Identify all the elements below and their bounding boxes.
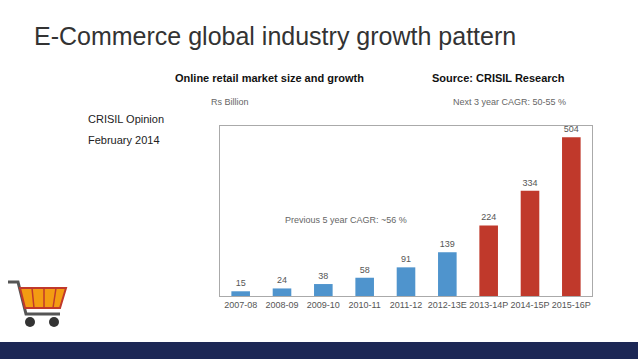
html-text:February 2014: February 2014 <box>88 134 160 146</box>
svg-text:139: 139 <box>440 239 455 249</box>
svg-text:38: 38 <box>318 271 328 281</box>
svg-text:2009-10: 2009-10 <box>307 300 340 310</box>
svg-text:2013-14P: 2013-14P <box>469 300 508 310</box>
svg-text:504: 504 <box>564 124 579 134</box>
svg-text:2011-12: 2011-12 <box>390 300 422 310</box>
svg-text:Rs Billion: Rs Billion <box>211 97 249 107</box>
svg-text:2015-16P: 2015-16P <box>552 300 591 310</box>
svg-text:Previous 5 year CAGR: ~56 %: Previous 5 year CAGR: ~56 % <box>285 215 407 225</box>
svg-text:224: 224 <box>481 212 496 222</box>
svg-text:334: 334 <box>522 178 537 188</box>
svg-text:2010-11: 2010-11 <box>348 300 380 310</box>
svg-text:2012-13E: 2012-13E <box>428 300 467 310</box>
svg-text:24: 24 <box>277 275 287 285</box>
html-text:Source: CRISIL Research: Source: CRISIL Research <box>432 72 565 84</box>
svg-text:2014-15P: 2014-15P <box>510 300 549 310</box>
svg-text:91: 91 <box>401 254 411 264</box>
svg-text:15: 15 <box>236 278 246 288</box>
svg-text:2007-08: 2007-08 <box>224 300 257 310</box>
html-text:CRISIL Opinion: CRISIL Opinion <box>88 113 164 125</box>
html-text:E-Commerce global industry gro: E-Commerce global industry growth patter… <box>34 22 517 50</box>
svg-text:Next 3 year CAGR: 50-55 %: Next 3 year CAGR: 50-55 % <box>453 97 566 107</box>
svg-text:58: 58 <box>360 265 370 275</box>
html-text:Online retail market size and: Online retail market size and growth <box>175 72 364 84</box>
svg-text:2008-09: 2008-09 <box>265 300 298 310</box>
